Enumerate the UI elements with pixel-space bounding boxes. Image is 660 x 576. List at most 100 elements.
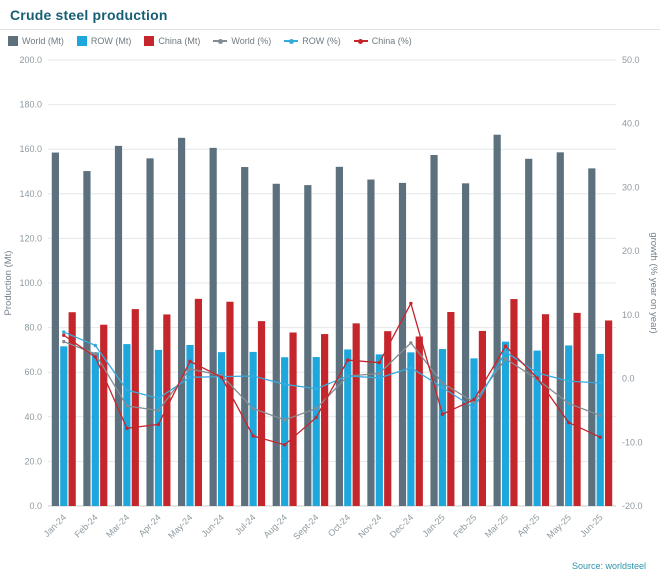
left-axis-tick: 180.0 — [19, 100, 42, 110]
marker-world — [409, 341, 413, 345]
marker-china — [93, 355, 98, 359]
marker-china — [251, 434, 255, 438]
marker-row — [535, 371, 539, 375]
marker-world — [472, 400, 476, 404]
legend-bar-swatch — [76, 36, 87, 46]
marker-row — [346, 374, 350, 378]
marker-row — [503, 350, 508, 354]
marker-china — [156, 422, 161, 427]
left-axis-tick: 140.0 — [19, 189, 42, 199]
bar-row-mt — [91, 352, 99, 506]
left-axis-title: Production (Mt) — [3, 251, 14, 316]
bar-row-mt — [375, 354, 383, 506]
bar-world-mt — [493, 134, 501, 506]
legend: World (Mt) ROW (Mt) China (Mt) World (%) ROW… — [0, 30, 660, 46]
bar-china-mt — [541, 314, 550, 506]
marker-china — [409, 301, 413, 306]
left-axis-tick: 80.0 — [24, 323, 42, 333]
left-axis-tick: 100.0 — [19, 278, 42, 288]
left-axis-tick: 0.0 — [29, 501, 42, 511]
x-axis-tick: Aug-24 — [261, 512, 289, 540]
x-axis-tick: Jun-25 — [578, 512, 605, 539]
bar-world-mt — [525, 158, 533, 506]
marker-row — [566, 379, 571, 383]
marker-row — [472, 406, 476, 410]
bar-world-mt — [588, 168, 596, 506]
marker-china — [377, 360, 382, 365]
marker-row — [125, 388, 129, 392]
left-axis-tick: 40.0 — [24, 412, 42, 422]
bar-row-mt — [407, 352, 415, 506]
legend-label: ROW (Mt) — [90, 36, 132, 46]
marker-china — [219, 375, 224, 379]
line-row — [63, 331, 601, 409]
bar-world-mt — [83, 171, 91, 506]
right-axis-tick: 0.0 — [622, 374, 635, 384]
marker-row — [282, 382, 287, 387]
x-axis-tick: Apr-24 — [137, 512, 163, 538]
marker-china — [472, 397, 476, 402]
bar-china-mt — [447, 311, 455, 506]
marker-world — [156, 408, 161, 413]
line-china — [63, 301, 601, 446]
marker-world — [314, 406, 318, 411]
x-axis-tick: Dec-24 — [388, 512, 416, 540]
bar-row-mt — [501, 341, 510, 506]
marker-row — [62, 330, 66, 334]
bar-world-mt — [367, 179, 375, 506]
bar-row-mt — [533, 350, 541, 506]
marker-world — [282, 418, 287, 422]
right-axis-title: growth (% year on year) — [648, 232, 659, 333]
left-axis-tick: 20.0 — [24, 456, 42, 466]
bar-china-mt — [352, 323, 360, 506]
marker-china — [62, 333, 66, 337]
x-axis-tick: Mar-24 — [104, 512, 131, 539]
bar-china-mt — [384, 331, 392, 506]
right-axis-tick: 50.0 — [622, 55, 640, 65]
left-axis-tick: 120.0 — [19, 233, 42, 243]
x-axis-tick: Jan-25 — [420, 512, 447, 539]
left-axis-tick: 200.0 — [19, 55, 42, 65]
right-axis-tick: 40.0 — [622, 119, 640, 129]
bar-row-mt — [123, 344, 131, 506]
bar-row-mt — [565, 345, 573, 506]
right-axis-tick: 10.0 — [622, 310, 640, 320]
bar-china-mt — [163, 314, 171, 506]
bar-world-mt — [430, 154, 438, 507]
right-axis-tick: -10.0 — [622, 437, 643, 447]
legend-item-world-mt: World (Mt) — [8, 36, 64, 46]
bar-china-mt — [415, 336, 423, 506]
bar-china-mt — [573, 312, 581, 506]
marker-world — [377, 371, 382, 376]
legend-item-china: China (%) — [353, 36, 412, 46]
right-axis-tick: -20.0 — [622, 501, 643, 511]
marker-china — [125, 426, 129, 430]
marker-china — [188, 359, 192, 364]
marker-row — [314, 387, 318, 391]
bar-world-mt — [51, 152, 59, 507]
legend-item-china-mt: China (Mt) — [144, 36, 200, 46]
right-axis-tick: 30.0 — [622, 182, 640, 192]
x-axis-tick: Feb-25 — [451, 512, 478, 539]
left-axis-tick: 160.0 — [19, 144, 42, 154]
bar-china-mt — [321, 334, 329, 506]
bar-world-mt — [241, 167, 249, 506]
bar-world-mt — [462, 183, 470, 506]
bar-world-mt — [398, 182, 407, 507]
bar-world-mt — [556, 152, 564, 506]
marker-china — [535, 376, 539, 380]
marker-world — [125, 404, 129, 408]
x-axis-tick: Jun-24 — [199, 512, 226, 539]
x-axis-tick: May-24 — [166, 512, 194, 540]
x-axis-tick: Apr-25 — [515, 512, 541, 538]
marker-china — [282, 443, 287, 447]
marker-china — [440, 412, 445, 416]
legend-item-world: World (%) — [213, 36, 271, 46]
legend-bar-swatch — [8, 36, 18, 46]
chart-title: Crude steel production — [10, 7, 168, 23]
marker-row — [93, 343, 98, 348]
bar-world-mt — [272, 183, 280, 506]
marker-world — [62, 339, 66, 344]
marker-china — [566, 420, 571, 425]
bar-china-mt — [194, 298, 202, 506]
